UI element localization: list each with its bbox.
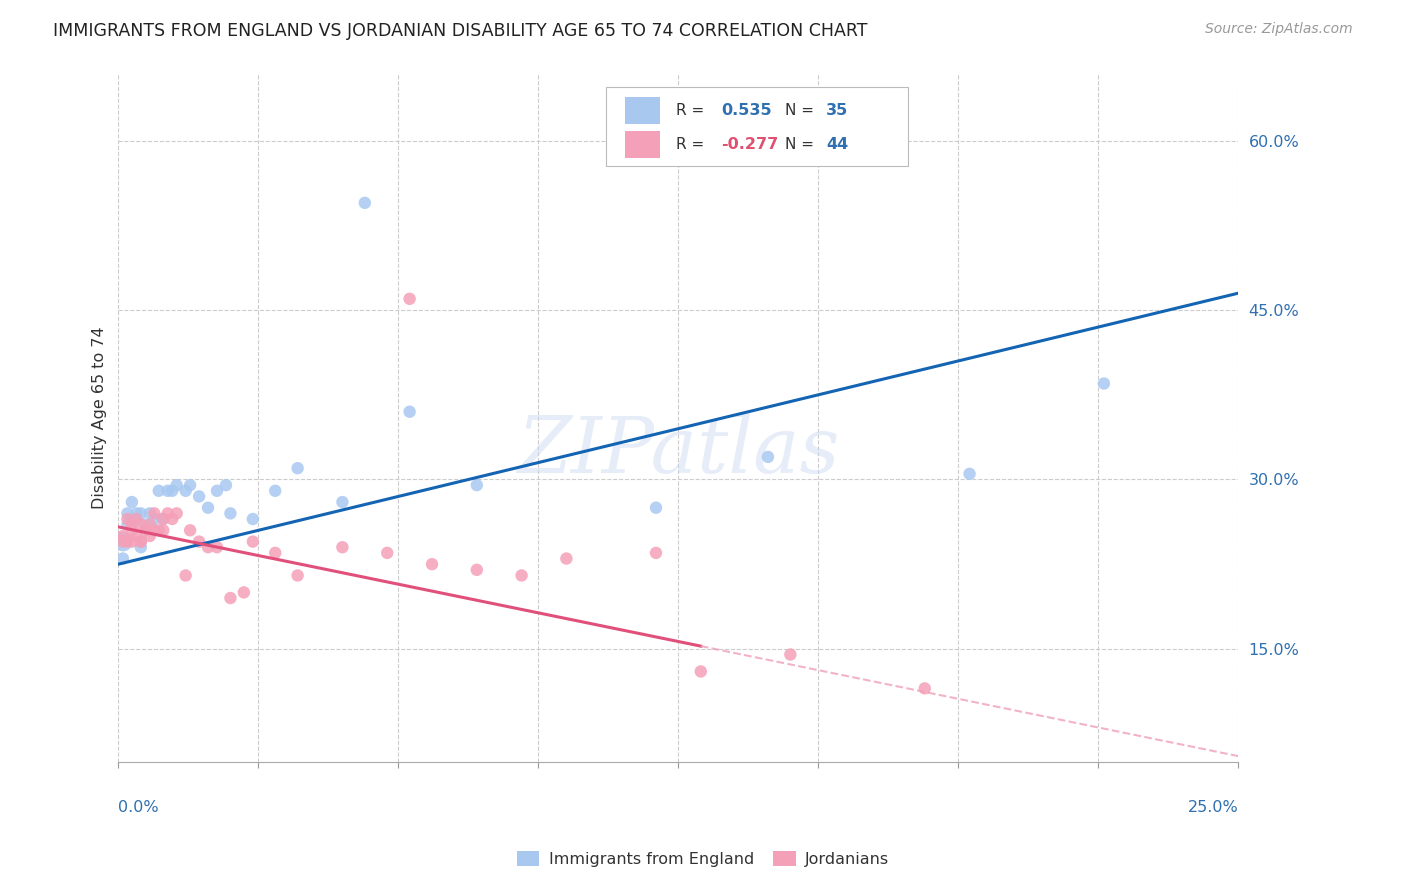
Text: N =: N = xyxy=(785,137,818,152)
Point xyxy=(332,495,354,509)
Point xyxy=(111,534,134,549)
Point xyxy=(111,529,134,543)
Point xyxy=(121,524,143,538)
Point xyxy=(134,524,156,538)
Point xyxy=(174,568,197,582)
Point xyxy=(152,512,174,526)
Y-axis label: Disability Age 65 to 74: Disability Age 65 to 74 xyxy=(93,326,107,508)
Point xyxy=(117,517,139,532)
Point xyxy=(287,461,309,475)
Point xyxy=(129,534,152,549)
Point xyxy=(156,483,179,498)
Point xyxy=(111,534,134,549)
Point xyxy=(264,546,287,560)
Point xyxy=(148,524,170,538)
FancyBboxPatch shape xyxy=(624,131,661,158)
Point xyxy=(219,591,242,605)
Point xyxy=(205,483,228,498)
Point xyxy=(242,534,264,549)
Legend: Immigrants from England, Jordanians: Immigrants from England, Jordanians xyxy=(510,845,896,873)
Point xyxy=(160,512,183,526)
Point xyxy=(375,546,398,560)
Point xyxy=(134,517,156,532)
Text: 44: 44 xyxy=(827,137,848,152)
Point xyxy=(121,495,143,509)
Point xyxy=(143,512,166,526)
Point xyxy=(689,665,711,679)
Text: 25.0%: 25.0% xyxy=(1188,799,1239,814)
Text: 35: 35 xyxy=(827,103,848,118)
Point xyxy=(179,478,201,492)
Text: IMMIGRANTS FROM ENGLAND VS JORDANIAN DISABILITY AGE 65 TO 74 CORRELATION CHART: IMMIGRANTS FROM ENGLAND VS JORDANIAN DIS… xyxy=(53,22,868,40)
Point xyxy=(156,507,179,521)
Text: 0.0%: 0.0% xyxy=(118,799,159,814)
FancyBboxPatch shape xyxy=(606,87,908,166)
Point xyxy=(510,568,533,582)
Point xyxy=(398,292,420,306)
Point xyxy=(139,507,162,521)
Point xyxy=(117,534,139,549)
Point xyxy=(152,524,174,538)
Point xyxy=(160,483,183,498)
Text: 0.535: 0.535 xyxy=(721,103,772,118)
Point xyxy=(555,551,578,566)
Point xyxy=(287,568,309,582)
Text: ZIPatlas: ZIPatlas xyxy=(517,414,839,490)
Text: Source: ZipAtlas.com: Source: ZipAtlas.com xyxy=(1205,22,1353,37)
Point xyxy=(129,507,152,521)
Point xyxy=(152,512,174,526)
Point xyxy=(143,524,166,538)
FancyBboxPatch shape xyxy=(624,97,661,123)
Text: -0.277: -0.277 xyxy=(721,137,778,152)
Point xyxy=(959,467,981,481)
Point xyxy=(139,517,162,532)
Point xyxy=(756,450,779,464)
Text: N =: N = xyxy=(785,103,818,118)
Point xyxy=(117,507,139,521)
Point xyxy=(117,512,139,526)
Point xyxy=(1092,376,1115,391)
Point xyxy=(205,540,228,554)
Point xyxy=(166,478,188,492)
Point xyxy=(129,540,152,554)
Point xyxy=(121,512,143,526)
Point xyxy=(420,557,443,571)
Point xyxy=(166,507,188,521)
Point xyxy=(332,540,354,554)
Point xyxy=(645,546,668,560)
Point xyxy=(143,507,166,521)
Point xyxy=(179,524,201,538)
Text: R =: R = xyxy=(676,137,709,152)
Point xyxy=(188,534,211,549)
Point xyxy=(232,585,254,599)
Point xyxy=(645,500,668,515)
Point xyxy=(125,529,148,543)
Point xyxy=(219,507,242,521)
Point xyxy=(125,512,148,526)
Point xyxy=(353,195,375,210)
Point xyxy=(465,478,488,492)
Point xyxy=(125,507,148,521)
Point xyxy=(139,529,162,543)
Point xyxy=(398,405,420,419)
Point xyxy=(197,540,219,554)
Point xyxy=(197,500,219,515)
Point xyxy=(148,483,170,498)
Point xyxy=(121,517,143,532)
Point xyxy=(129,534,152,549)
Point xyxy=(188,490,211,504)
Point xyxy=(174,483,197,498)
Point xyxy=(111,551,134,566)
Point xyxy=(465,563,488,577)
Point xyxy=(242,512,264,526)
Point xyxy=(264,483,287,498)
Point xyxy=(215,478,238,492)
Text: R =: R = xyxy=(676,103,709,118)
Point xyxy=(121,534,143,549)
Point xyxy=(914,681,936,696)
Point xyxy=(129,517,152,532)
Point xyxy=(779,648,801,662)
